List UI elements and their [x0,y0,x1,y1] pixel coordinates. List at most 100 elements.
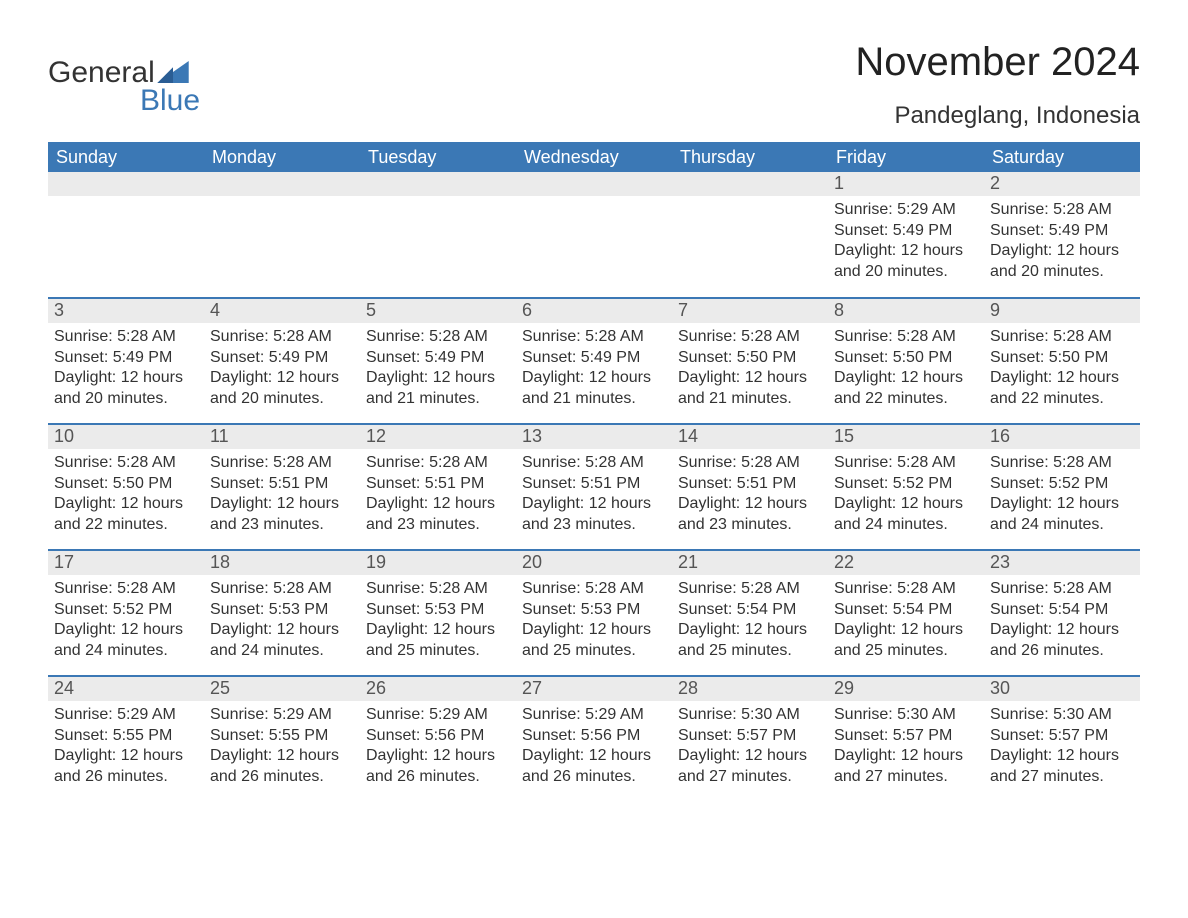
day-details: Sunrise: 5:28 AMSunset: 5:49 PMDaylight:… [984,196,1140,285]
sunset-line: Sunset: 5:54 PM [678,600,822,621]
daylight-line: Daylight: 12 hours and 25 minutes. [678,620,822,662]
day-number: 21 [672,551,828,575]
day-details: Sunrise: 5:28 AMSunset: 5:51 PMDaylight:… [516,449,672,538]
calendar-cell [516,172,672,298]
month-title: November 2024 [855,40,1140,84]
sunset-line: Sunset: 5:49 PM [522,348,666,369]
page: General Blue November 2024 Pandeglang, I… [0,0,1188,832]
sunrise-line: Sunrise: 5:30 AM [834,705,978,726]
day-number: 1 [828,172,984,196]
sunrise-line: Sunrise: 5:28 AM [678,453,822,474]
day-details: Sunrise: 5:28 AMSunset: 5:54 PMDaylight:… [672,575,828,664]
sunrise-line: Sunrise: 5:28 AM [522,579,666,600]
sunset-line: Sunset: 5:50 PM [990,348,1134,369]
calendar-cell: 16Sunrise: 5:28 AMSunset: 5:52 PMDayligh… [984,424,1140,550]
sunset-line: Sunset: 5:56 PM [522,726,666,747]
day-details: Sunrise: 5:28 AMSunset: 5:49 PMDaylight:… [516,323,672,412]
calendar-cell: 4Sunrise: 5:28 AMSunset: 5:49 PMDaylight… [204,298,360,424]
day-number: 8 [828,299,984,323]
logo-text-blue: Blue [48,86,200,116]
weekday-header-row: SundayMondayTuesdayWednesdayThursdayFrid… [48,142,1140,172]
calendar-cell [48,172,204,298]
calendar-cell: 21Sunrise: 5:28 AMSunset: 5:54 PMDayligh… [672,550,828,676]
sunrise-line: Sunrise: 5:28 AM [210,579,354,600]
sunset-line: Sunset: 5:51 PM [522,474,666,495]
day-number: 25 [204,677,360,701]
daylight-line: Daylight: 12 hours and 21 minutes. [678,368,822,410]
daylight-line: Daylight: 12 hours and 26 minutes. [366,746,510,788]
sunset-line: Sunset: 5:51 PM [366,474,510,495]
calendar-cell: 14Sunrise: 5:28 AMSunset: 5:51 PMDayligh… [672,424,828,550]
day-number: 7 [672,299,828,323]
day-number: 9 [984,299,1140,323]
sunset-line: Sunset: 5:50 PM [678,348,822,369]
calendar-cell: 25Sunrise: 5:29 AMSunset: 5:55 PMDayligh… [204,676,360,802]
daylight-line: Daylight: 12 hours and 23 minutes. [366,494,510,536]
calendar-cell [360,172,516,298]
calendar-cell: 5Sunrise: 5:28 AMSunset: 5:49 PMDaylight… [360,298,516,424]
day-number: 19 [360,551,516,575]
day-number: 13 [516,425,672,449]
day-number: 4 [204,299,360,323]
calendar-cell: 8Sunrise: 5:28 AMSunset: 5:50 PMDaylight… [828,298,984,424]
sunrise-line: Sunrise: 5:28 AM [990,327,1134,348]
calendar-cell: 20Sunrise: 5:28 AMSunset: 5:53 PMDayligh… [516,550,672,676]
calendar-table: SundayMondayTuesdayWednesdayThursdayFrid… [48,142,1140,802]
calendar-cell: 28Sunrise: 5:30 AMSunset: 5:57 PMDayligh… [672,676,828,802]
sunrise-line: Sunrise: 5:28 AM [54,579,198,600]
calendar-cell: 29Sunrise: 5:30 AMSunset: 5:57 PMDayligh… [828,676,984,802]
sunset-line: Sunset: 5:50 PM [834,348,978,369]
sunrise-line: Sunrise: 5:29 AM [366,705,510,726]
day-number: 26 [360,677,516,701]
day-details: Sunrise: 5:28 AMSunset: 5:49 PMDaylight:… [204,323,360,412]
calendar-cell: 27Sunrise: 5:29 AMSunset: 5:56 PMDayligh… [516,676,672,802]
sunset-line: Sunset: 5:49 PM [54,348,198,369]
day-details: Sunrise: 5:28 AMSunset: 5:54 PMDaylight:… [984,575,1140,664]
day-number: 17 [48,551,204,575]
daylight-line: Daylight: 12 hours and 20 minutes. [834,241,978,283]
daylight-line: Daylight: 12 hours and 20 minutes. [990,241,1134,283]
sunset-line: Sunset: 5:51 PM [678,474,822,495]
daylight-line: Daylight: 12 hours and 24 minutes. [834,494,978,536]
sunrise-line: Sunrise: 5:28 AM [54,453,198,474]
sunrise-line: Sunrise: 5:28 AM [366,327,510,348]
sunset-line: Sunset: 5:54 PM [990,600,1134,621]
day-details: Sunrise: 5:28 AMSunset: 5:51 PMDaylight:… [360,449,516,538]
calendar-cell: 7Sunrise: 5:28 AMSunset: 5:50 PMDaylight… [672,298,828,424]
day-details: Sunrise: 5:29 AMSunset: 5:49 PMDaylight:… [828,196,984,285]
daylight-line: Daylight: 12 hours and 23 minutes. [678,494,822,536]
day-number: 14 [672,425,828,449]
calendar-week-row: 24Sunrise: 5:29 AMSunset: 5:55 PMDayligh… [48,676,1140,802]
daylight-line: Daylight: 12 hours and 24 minutes. [210,620,354,662]
day-number: 20 [516,551,672,575]
sunrise-line: Sunrise: 5:28 AM [834,327,978,348]
daylight-line: Daylight: 12 hours and 24 minutes. [990,494,1134,536]
location: Pandeglang, Indonesia [855,102,1140,130]
sunrise-line: Sunrise: 5:28 AM [210,327,354,348]
day-details: Sunrise: 5:28 AMSunset: 5:51 PMDaylight:… [204,449,360,538]
sunrise-line: Sunrise: 5:28 AM [366,579,510,600]
sunset-line: Sunset: 5:52 PM [834,474,978,495]
day-number: 28 [672,677,828,701]
day-details: Sunrise: 5:28 AMSunset: 5:51 PMDaylight:… [672,449,828,538]
header: General Blue November 2024 Pandeglang, I… [48,40,1140,130]
sunset-line: Sunset: 5:49 PM [366,348,510,369]
weekday-header: Sunday [48,142,204,172]
sunrise-line: Sunrise: 5:28 AM [990,200,1134,221]
daylight-line: Daylight: 12 hours and 22 minutes. [54,494,198,536]
calendar-cell: 22Sunrise: 5:28 AMSunset: 5:54 PMDayligh… [828,550,984,676]
sunrise-line: Sunrise: 5:28 AM [522,453,666,474]
daylight-line: Daylight: 12 hours and 22 minutes. [990,368,1134,410]
day-number: 22 [828,551,984,575]
day-details: Sunrise: 5:28 AMSunset: 5:49 PMDaylight:… [48,323,204,412]
sunrise-line: Sunrise: 5:29 AM [54,705,198,726]
calendar-cell: 24Sunrise: 5:29 AMSunset: 5:55 PMDayligh… [48,676,204,802]
sunrise-line: Sunrise: 5:28 AM [990,579,1134,600]
calendar-week-row: 10Sunrise: 5:28 AMSunset: 5:50 PMDayligh… [48,424,1140,550]
daylight-line: Daylight: 12 hours and 26 minutes. [210,746,354,788]
logo: General Blue [48,40,200,116]
calendar-cell: 19Sunrise: 5:28 AMSunset: 5:53 PMDayligh… [360,550,516,676]
day-number: 27 [516,677,672,701]
daylight-line: Daylight: 12 hours and 21 minutes. [366,368,510,410]
weekday-header: Monday [204,142,360,172]
